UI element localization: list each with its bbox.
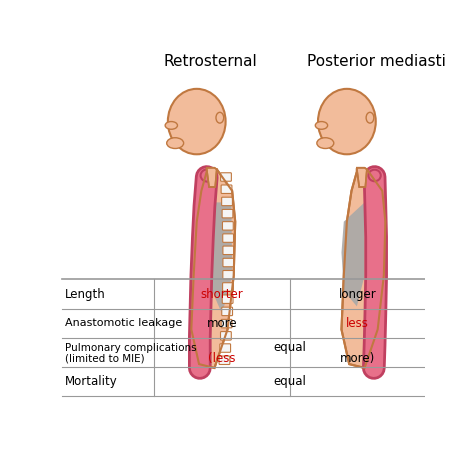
FancyBboxPatch shape — [223, 258, 234, 267]
FancyBboxPatch shape — [369, 356, 380, 365]
FancyBboxPatch shape — [222, 197, 232, 206]
FancyBboxPatch shape — [222, 210, 233, 218]
FancyBboxPatch shape — [371, 319, 382, 328]
FancyBboxPatch shape — [372, 210, 383, 218]
FancyBboxPatch shape — [373, 234, 383, 242]
FancyBboxPatch shape — [371, 332, 382, 340]
Text: Pulmonary complications: Pulmonary complications — [65, 343, 197, 353]
FancyBboxPatch shape — [373, 258, 384, 267]
Text: equal: equal — [273, 341, 306, 354]
FancyBboxPatch shape — [372, 307, 383, 316]
FancyBboxPatch shape — [373, 271, 384, 279]
FancyBboxPatch shape — [373, 222, 383, 230]
FancyBboxPatch shape — [222, 295, 233, 303]
FancyBboxPatch shape — [220, 344, 230, 352]
FancyBboxPatch shape — [222, 307, 233, 316]
FancyBboxPatch shape — [222, 222, 233, 230]
Ellipse shape — [167, 138, 183, 148]
Text: Mortality: Mortality — [65, 375, 118, 388]
Text: Posterior mediasti: Posterior mediasti — [307, 54, 446, 69]
Polygon shape — [341, 169, 385, 368]
Ellipse shape — [315, 121, 328, 129]
FancyBboxPatch shape — [373, 295, 383, 303]
Text: equal: equal — [273, 375, 306, 388]
Ellipse shape — [317, 138, 334, 148]
FancyBboxPatch shape — [223, 283, 233, 291]
Ellipse shape — [318, 89, 376, 154]
Ellipse shape — [216, 112, 224, 123]
Ellipse shape — [368, 170, 381, 181]
Polygon shape — [341, 202, 365, 306]
FancyBboxPatch shape — [221, 319, 232, 328]
FancyBboxPatch shape — [223, 271, 234, 279]
FancyBboxPatch shape — [221, 185, 232, 193]
Polygon shape — [207, 168, 217, 187]
FancyBboxPatch shape — [373, 283, 383, 291]
Text: Retrosternal: Retrosternal — [164, 54, 257, 69]
Text: longer: longer — [339, 288, 376, 301]
Ellipse shape — [201, 169, 214, 182]
Text: (limited to MIE): (limited to MIE) — [65, 354, 145, 364]
FancyBboxPatch shape — [223, 234, 234, 242]
FancyBboxPatch shape — [223, 246, 234, 255]
Ellipse shape — [168, 89, 226, 154]
Polygon shape — [357, 168, 367, 187]
FancyBboxPatch shape — [372, 197, 383, 206]
Ellipse shape — [165, 121, 177, 129]
Text: more: more — [207, 317, 237, 330]
FancyBboxPatch shape — [219, 356, 230, 365]
FancyBboxPatch shape — [371, 185, 382, 193]
Text: Anastomotic leakage: Anastomotic leakage — [65, 319, 182, 328]
Ellipse shape — [366, 112, 374, 123]
Text: Length: Length — [65, 288, 106, 301]
Polygon shape — [209, 202, 232, 314]
Text: less: less — [346, 317, 369, 330]
FancyBboxPatch shape — [220, 173, 231, 181]
Text: more): more) — [340, 352, 375, 365]
FancyBboxPatch shape — [370, 344, 381, 352]
FancyBboxPatch shape — [220, 332, 231, 340]
FancyBboxPatch shape — [371, 173, 382, 181]
Text: shorter: shorter — [201, 288, 244, 301]
Polygon shape — [191, 169, 235, 368]
Text: (less: (less — [209, 352, 236, 365]
FancyBboxPatch shape — [373, 246, 384, 255]
